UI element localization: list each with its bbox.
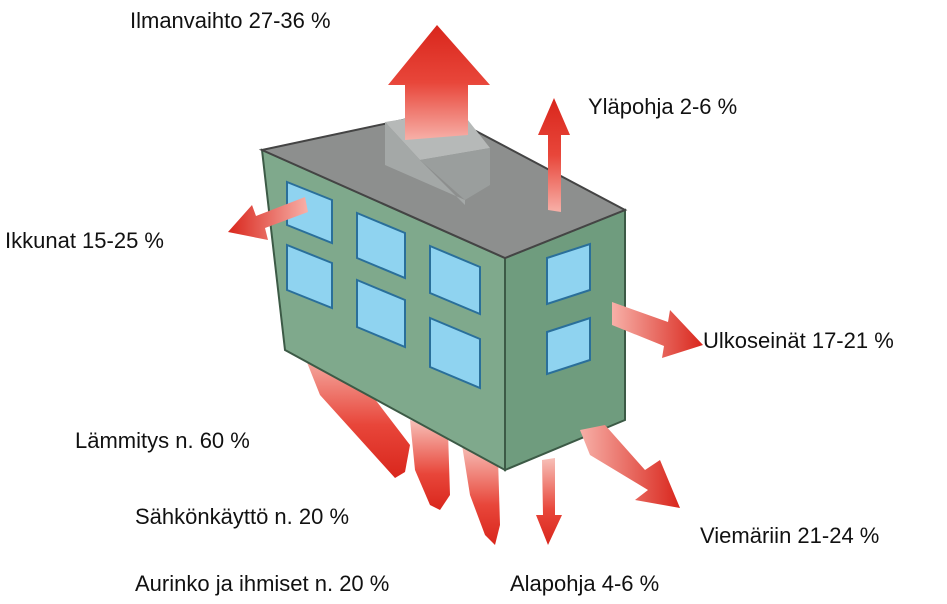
arrow-windows (228, 197, 308, 240)
label-windows: Ikkunat 15-25 % (5, 228, 164, 253)
arrow-walls (612, 302, 703, 358)
arrow-ventilation (388, 25, 490, 140)
arrow-sewer (580, 425, 680, 508)
outgoing-arrows (228, 25, 703, 545)
window (429, 244, 481, 316)
chimney-side (420, 148, 490, 200)
arrow-heating (300, 345, 410, 478)
window (429, 316, 481, 390)
label-ventilation: Ilmanvaihto 27-36 % (130, 8, 331, 33)
label-walls: Ulkoseinät 17-21 % (703, 328, 894, 353)
building (258, 110, 628, 472)
window (286, 243, 333, 310)
chimney-front (385, 122, 465, 205)
window (356, 278, 406, 349)
label-sun: Aurinko ja ihmiset n. 20 % (135, 571, 389, 596)
label-electricity: Sähkönkäyttö n. 20 % (135, 504, 349, 529)
label-upper-floor: Yläpohja 2-6 % (588, 94, 737, 119)
window (356, 211, 406, 280)
label-heating: Lämmitys n. 60 % (75, 428, 250, 453)
arrow-sun (462, 445, 500, 545)
arrow-lower-floor (536, 458, 562, 545)
window (546, 316, 591, 376)
arrow-electricity (410, 420, 450, 510)
arrow-upper-floor (538, 98, 570, 212)
window (546, 242, 591, 306)
incoming-arrows (300, 345, 500, 545)
label-sewer: Viemäriin 21-24 % (700, 523, 879, 548)
label-lower-floor: Alapohja 4-6 % (510, 571, 659, 596)
